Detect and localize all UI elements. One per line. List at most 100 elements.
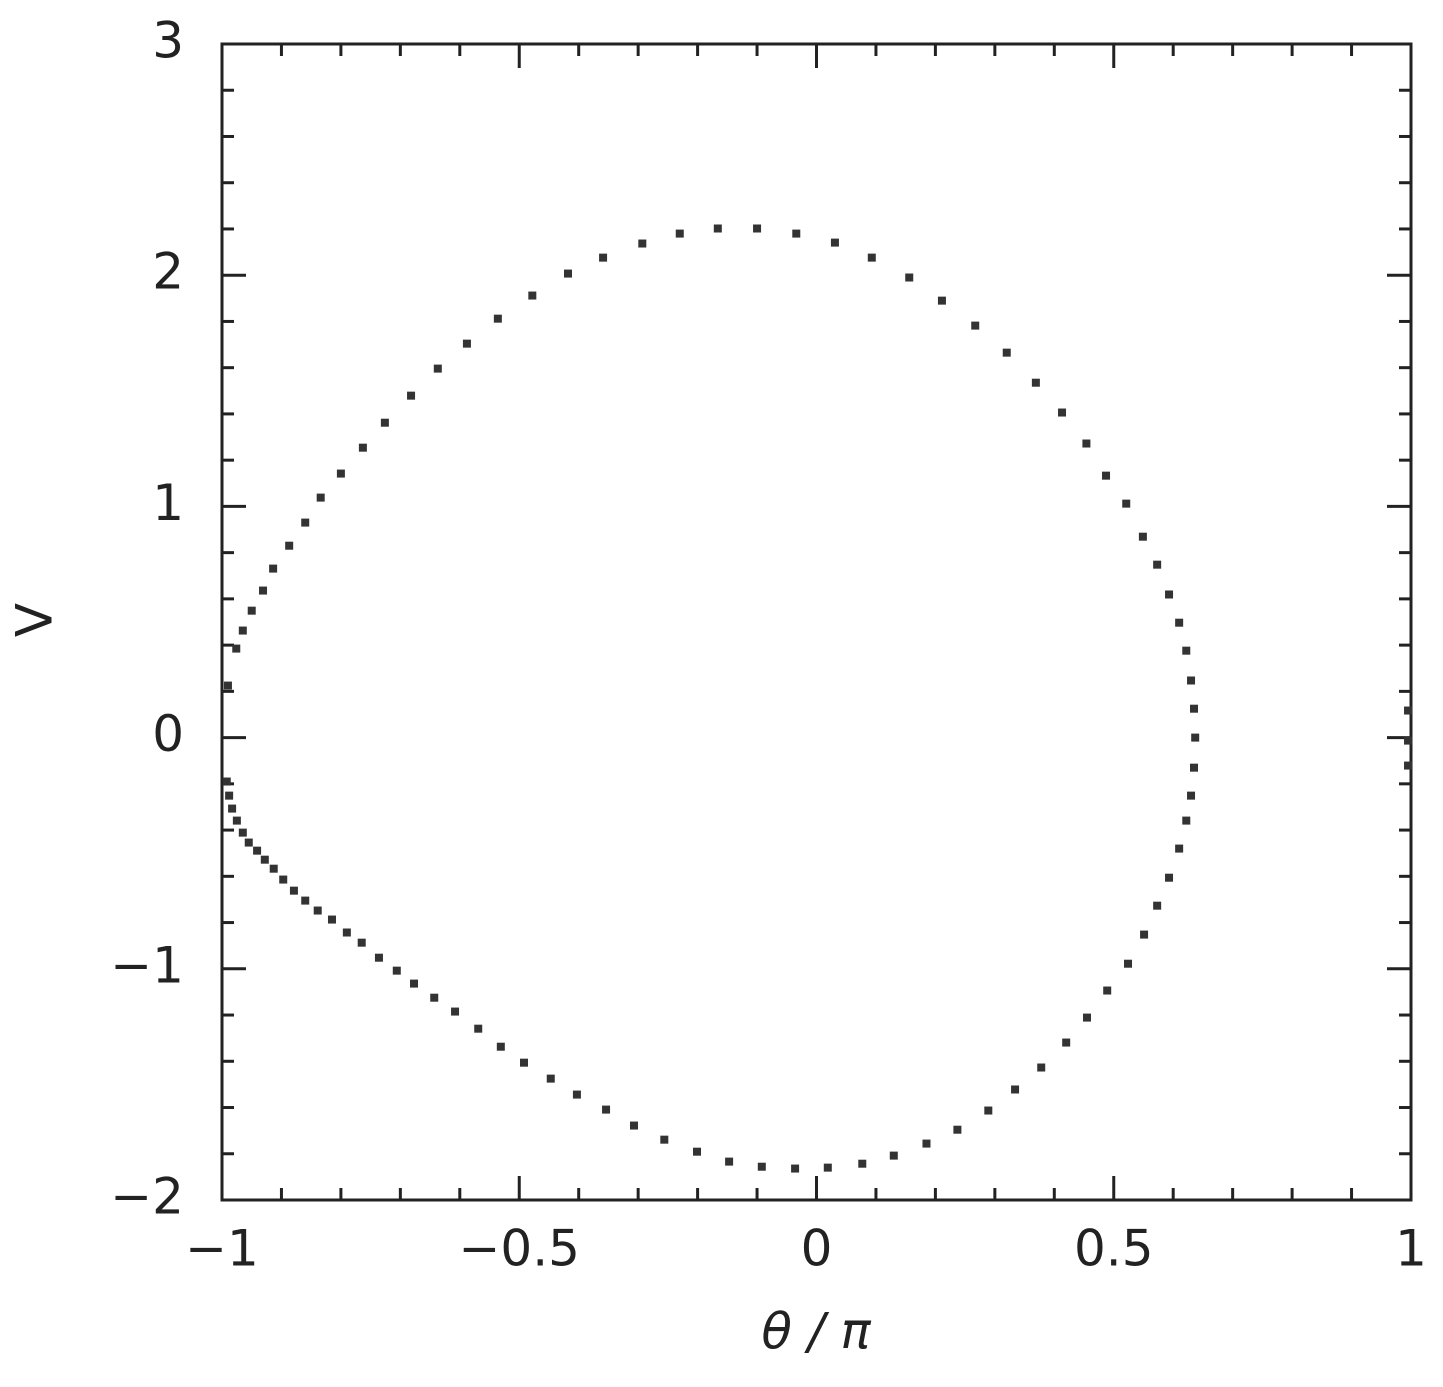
data-point [1404,736,1413,745]
plot-frame [220,42,1413,1202]
data-point [1190,763,1199,772]
data-point [528,291,537,300]
data-point [984,1106,993,1115]
data-point [342,928,351,937]
data-point [232,816,241,825]
data-point [301,896,310,905]
data-point [260,855,269,864]
data-point [1062,1038,1071,1047]
data-point [496,1042,505,1051]
data-point [725,1157,734,1166]
data-point [1165,590,1174,599]
data-point [225,791,234,800]
data-point [269,864,278,873]
data-point [430,993,439,1002]
data-point [1404,761,1413,770]
data-point [407,391,416,400]
y-tick-label: 0 [152,705,184,763]
data-point [1404,706,1413,715]
data-point [675,229,684,238]
data-point [1124,959,1133,968]
data-point [259,586,268,595]
data-point [1187,676,1196,685]
x-tick-label: 1 [1395,1220,1427,1278]
data-point [279,875,288,884]
data-point [867,253,876,262]
data-point [889,1151,898,1160]
data-point [1165,873,1174,882]
data-point [301,518,310,527]
data-point [971,321,980,330]
data-point [269,564,278,573]
y-tick-label: −1 [110,936,184,994]
data-point [232,644,241,653]
x-tick-label: 0.5 [1074,1220,1154,1278]
data-point [1190,704,1199,713]
data-point [1002,348,1011,357]
data-point [546,1074,555,1083]
data-point [660,1135,669,1144]
y-tick-label: −2 [110,1168,184,1226]
data-point [1102,471,1111,480]
data-point [1187,791,1196,800]
data-point [238,626,247,635]
data-point [1138,532,1147,541]
data-point [327,915,336,924]
x-axis-label: θ / π [761,1303,871,1361]
data-point [1082,1013,1091,1022]
data-point [1175,844,1184,853]
data-point [572,1090,581,1099]
data-point [289,886,298,895]
data-point [493,314,502,323]
data-point [953,1125,962,1134]
data-point [858,1159,867,1168]
y-tick-label: 3 [152,12,184,70]
data-point [410,979,419,988]
data-point [247,606,256,615]
data-point [253,846,262,855]
y-tick-label: 1 [152,474,184,532]
data-point [1153,560,1162,569]
data-point [937,296,946,305]
data-point [336,469,345,478]
data-point [433,364,442,373]
data-point [357,938,366,947]
data-point [313,906,322,915]
data-point [520,1058,529,1067]
data-point [374,953,383,962]
data-point [753,224,762,233]
data-point [791,1164,800,1173]
data-point [905,273,914,282]
data-point [823,1163,832,1172]
data-point [244,838,253,847]
data-point [228,804,237,813]
x-tick-label: −1 [185,1220,259,1278]
data-point [1031,378,1040,387]
data-point [1182,816,1191,825]
data-point [380,418,389,427]
data-point [602,1105,611,1114]
data-point [599,253,608,262]
data-point [316,493,325,502]
data-point [922,1139,931,1148]
data-point [222,777,231,786]
data-point [757,1162,766,1171]
data-point [830,238,839,247]
data-point [474,1024,483,1033]
data-point [451,1007,460,1016]
data-point [638,239,647,248]
data-point [1191,733,1200,742]
data-point [713,224,722,233]
x-tick-label: −0.5 [459,1220,580,1278]
data-point [563,269,572,278]
data-point [629,1121,638,1130]
y-axis-label: V [6,603,64,637]
data-point [1182,646,1191,655]
y-tick-label: 2 [152,243,184,301]
data-point [1103,986,1112,995]
data-point [1140,930,1149,939]
data-point [392,966,401,975]
data-point [1153,901,1162,910]
data-point [285,541,294,550]
